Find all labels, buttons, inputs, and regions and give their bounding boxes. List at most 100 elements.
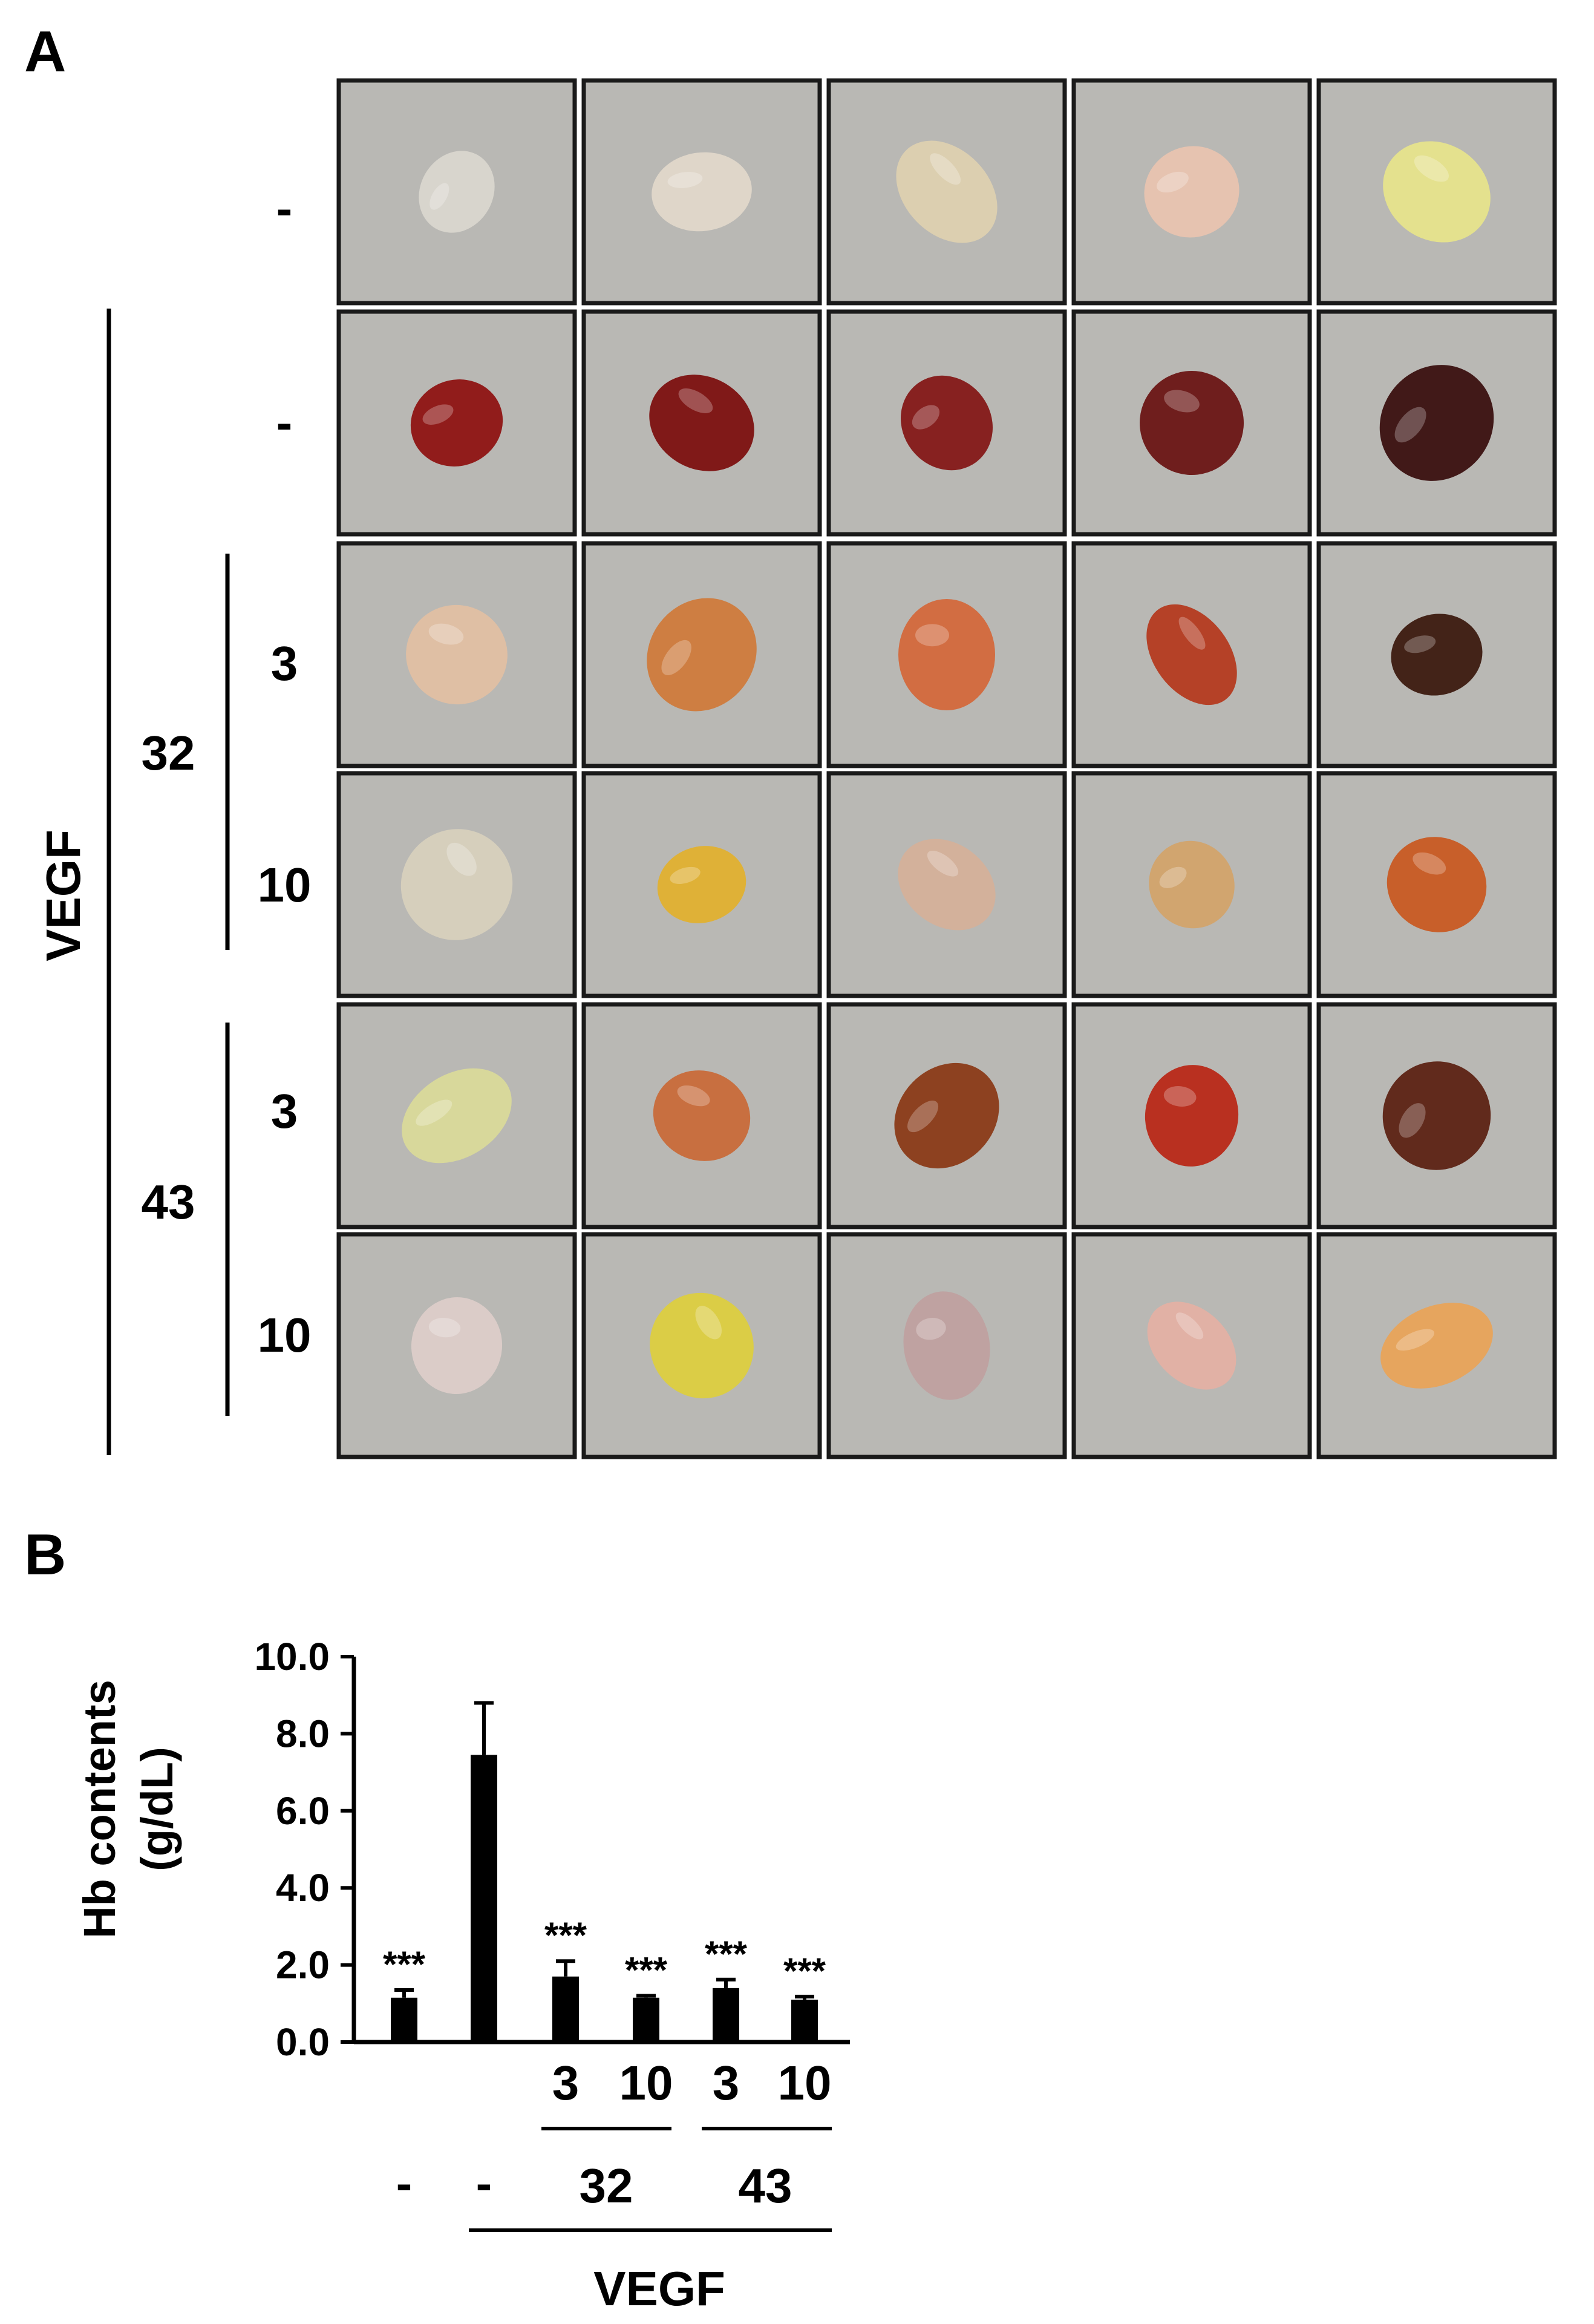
matrigel-plug	[898, 839, 996, 931]
matrigel-plug	[649, 375, 754, 471]
matrigel-plug	[896, 140, 998, 243]
x-category-label-4: 10	[619, 2056, 673, 2110]
plug-highlight	[667, 172, 703, 188]
x-group-label-vegf: VEGF	[593, 2262, 725, 2316]
matrigel-plug	[1144, 146, 1240, 238]
sample-photo-r1-c5	[1316, 78, 1557, 306]
y-tick-label: 6.0	[276, 1789, 330, 1833]
plug-highlight	[915, 624, 949, 647]
plug-highlight	[1163, 1086, 1197, 1107]
matrigel-plug	[419, 151, 495, 233]
matrigel-plug	[1380, 1303, 1493, 1389]
matrigel-plug	[411, 1297, 503, 1394]
plug-highlight	[428, 623, 464, 645]
matrigel-plug	[647, 598, 757, 712]
plug-highlight	[428, 1318, 461, 1338]
matrigel-plug	[406, 604, 508, 705]
plug-highlight	[907, 1100, 939, 1133]
sample-photo-r4-c5	[1316, 771, 1557, 998]
sample-photo-r5-c2	[581, 1002, 822, 1229]
plug-highlight	[661, 640, 691, 675]
y-tick-label: 10.0	[254, 1635, 330, 1678]
bar-2	[471, 1755, 497, 2042]
y-axis-label-line1: Hb contents	[74, 1680, 125, 1939]
plug-highlight	[1175, 1312, 1204, 1340]
row-label-control: -	[276, 182, 293, 235]
sample-photo-r1-c3	[826, 78, 1067, 306]
photo-frame	[1071, 1002, 1312, 1229]
y-axis-label-line2: (g/dL)	[132, 1747, 182, 1871]
matrigel-plug	[402, 1068, 512, 1164]
compound-43-label: 43	[142, 1175, 195, 1229]
bar-3	[552, 1976, 579, 2042]
photo-frame	[581, 1002, 822, 1229]
x-group-label-43: 43	[739, 2159, 792, 2213]
plug-highlight	[416, 1099, 452, 1126]
matrigel-plug	[1379, 365, 1494, 481]
plug-highlight	[430, 183, 449, 210]
matrigel-plug	[1383, 141, 1491, 243]
sample-photo-r5-c4	[1071, 1002, 1312, 1229]
significance-6: ***	[783, 1951, 826, 1991]
matrigel-plug	[901, 375, 993, 471]
plug-highlight	[446, 842, 477, 876]
photo-frame	[1316, 309, 1557, 537]
matrigel-plug	[1145, 1065, 1239, 1167]
sample-photo-r6-c4	[1071, 1232, 1312, 1459]
significance-1: ***	[383, 1944, 426, 1985]
plug-highlight	[1413, 852, 1446, 875]
matrigel-plug	[903, 1291, 990, 1400]
x-category-label-5: 3	[713, 2056, 740, 2110]
plug-highlight	[1394, 407, 1426, 443]
photo-frame	[1071, 309, 1312, 537]
plug-highlight	[912, 405, 940, 430]
bar-4	[633, 1997, 659, 2042]
photo-frame	[1071, 771, 1312, 998]
matrigel-plug	[894, 1062, 999, 1169]
bar-6	[791, 1999, 818, 2042]
sample-photo-r6-c2	[581, 1232, 822, 1459]
photo-frame	[826, 78, 1067, 306]
photo-frame	[581, 541, 822, 768]
sample-photo-r2-c4	[1071, 309, 1312, 537]
matrigel-plug	[650, 1292, 754, 1399]
photo-frame	[1316, 78, 1557, 306]
photo-frame	[336, 1232, 577, 1459]
plug-highlight	[677, 1085, 710, 1107]
sample-photo-r4-c2	[581, 771, 822, 998]
sample-photo-r5-c5	[1316, 1002, 1557, 1229]
sample-photo-r2-c1	[336, 309, 577, 537]
matrigel-plug	[653, 1070, 751, 1161]
plug-highlight	[1178, 617, 1206, 650]
photo-frame	[581, 771, 822, 998]
matrigel-plug	[1149, 840, 1235, 929]
hb-bar-chart: 0.0 2.0 4.0 6.0 8.0 10.0 *** *** *** *** *** - - 3 10 3…	[254, 1635, 850, 2210]
plug-highlight	[1159, 866, 1187, 888]
row-label-43-dose-3: 3	[271, 1084, 298, 1138]
plug-highlight	[1399, 1103, 1426, 1138]
vegf-group-label: VEGF	[36, 830, 90, 961]
sample-photo-r6-c3	[826, 1232, 1067, 1459]
sample-photo-r4-c4	[1071, 771, 1312, 998]
sample-photo-r2-c5	[1316, 309, 1557, 537]
plug-highlight	[422, 404, 454, 425]
row-label-43-dose-10: 10	[258, 1308, 312, 1362]
plug-highlight	[1157, 171, 1189, 193]
photo-frame	[1071, 78, 1312, 306]
y-tick-label: 4.0	[276, 1866, 330, 1910]
sample-photo-r3-c2	[581, 541, 822, 768]
photo-frame	[581, 78, 822, 306]
photo-frame	[581, 1232, 822, 1459]
plug-highlight	[678, 388, 713, 413]
plug-highlight	[930, 153, 961, 185]
photo-frame	[336, 1002, 577, 1229]
x-group-label-32: 32	[580, 2159, 633, 2213]
x-category-label-2: -	[476, 2156, 492, 2210]
sample-photo-r1-c4	[1071, 78, 1312, 306]
photo-frame	[1071, 1232, 1312, 1459]
matrigel-plug	[1382, 1061, 1491, 1170]
y-tick-label: 8.0	[276, 1712, 330, 1755]
matrigel-plug	[1391, 614, 1483, 696]
sample-photo-r1-c2	[581, 78, 822, 306]
